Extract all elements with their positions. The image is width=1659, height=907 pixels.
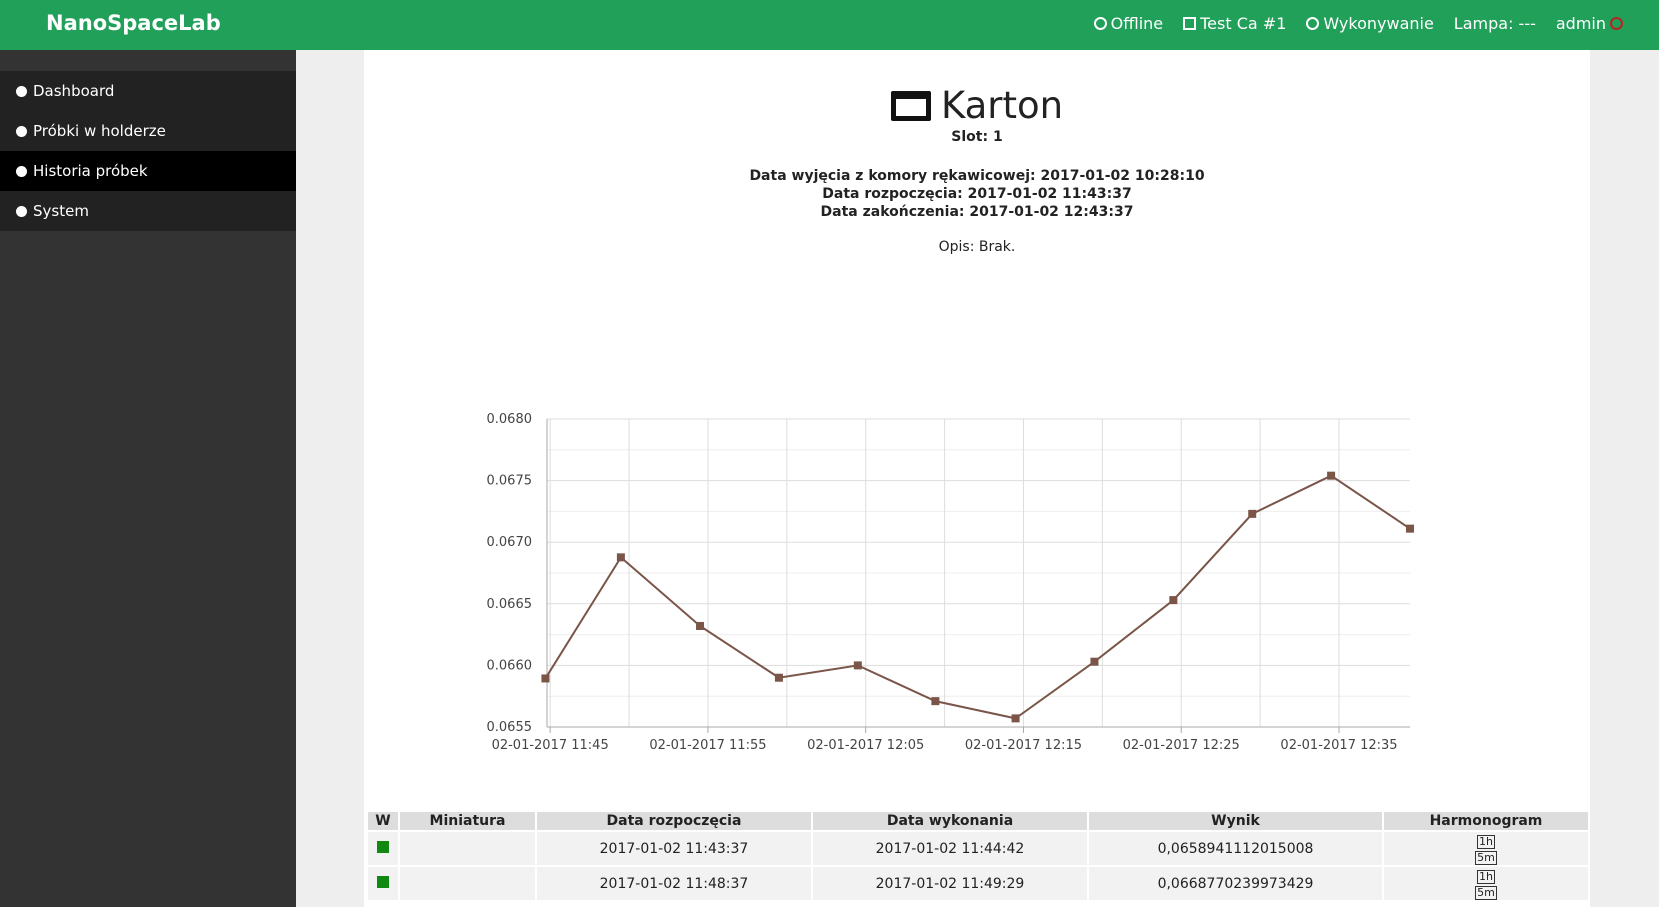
menu: Dashboard Próbki w holderze Historia próbe… xyxy=(0,71,296,231)
status-cell xyxy=(368,867,398,900)
date-line: Data rozpoczęcia: 2017-01-02 11:43:37 xyxy=(822,186,1132,202)
slot: Slot: 1 xyxy=(951,129,1003,145)
schedule-cell: 1h 5m xyxy=(1384,867,1588,900)
table-row: 2017-01-02 11:43:37 2017-01-02 11:44:42 0,… xyxy=(368,832,1588,865)
status-cell xyxy=(368,832,398,865)
y-tick-label: 0.0675 xyxy=(487,474,533,489)
column-header: Data wykonania xyxy=(813,812,1087,830)
description: Opis: Brak. xyxy=(938,239,1016,255)
nav-label: Test Ca #1 xyxy=(1200,14,1287,33)
column-header: W xyxy=(368,812,398,830)
status-indicator xyxy=(377,840,389,853)
data-point xyxy=(696,621,705,630)
schedule-cell: 1h 5m xyxy=(1384,832,1588,865)
table-cell: 2017-01-02 11:43:37 xyxy=(537,832,811,865)
menu-label: System xyxy=(33,202,89,220)
schedule-button[interactable]: 1h xyxy=(1477,869,1495,884)
data-point xyxy=(1090,657,1099,666)
results-table: W Miniatura Data rozpoczęcia Data wykonania… xyxy=(366,810,1590,902)
data-point xyxy=(853,661,862,670)
x-tick-label: 02-01-2017 12:15 xyxy=(965,738,1082,753)
table-cell: 0,0658941112015008 xyxy=(1089,832,1382,865)
table-body: 2017-01-02 11:43:37 2017-01-02 11:44:42 0,… xyxy=(368,832,1588,900)
menu-icon xyxy=(16,165,27,177)
table-row: 2017-01-02 11:48:37 2017-01-02 11:49:29 0,… xyxy=(368,867,1588,900)
nav-item[interactable]: Wykonywanie xyxy=(1306,14,1434,33)
data-point xyxy=(541,674,550,683)
data-point xyxy=(1406,524,1414,533)
chart: 0.0655 0.0660 0.0665 0.0670 0.0675 0.0680 02-0… xyxy=(487,412,1414,753)
menu-item[interactable]: Dashboard xyxy=(0,71,296,111)
x-tick-label: 02-01-2017 12:25 xyxy=(1123,738,1240,753)
table-cell: 0,0668770239973429 xyxy=(1089,867,1382,900)
x-tick-label: 02-01-2017 11:55 xyxy=(649,738,766,753)
menu-icon xyxy=(16,125,27,137)
column-header: Miniatura xyxy=(400,812,535,830)
schedule-button[interactable]: 5m xyxy=(1475,850,1497,865)
nav-label: Lampa: --- xyxy=(1453,14,1536,33)
data-point xyxy=(616,553,625,562)
column-header: Harmonogram xyxy=(1384,812,1588,830)
data-point xyxy=(931,697,940,706)
sample-title: Karton xyxy=(364,84,1590,127)
table-cell: 2017-01-02 11:49:29 xyxy=(813,867,1087,900)
nav-item[interactable]: Offline xyxy=(1093,14,1164,33)
column-header: Data rozpoczęcia xyxy=(537,812,811,830)
sample-header: Karton Slot: 1 Data wyjęcia z komory ręk… xyxy=(364,84,1590,255)
nav-item[interactable]: admin xyxy=(1556,14,1623,33)
date-line: Data wyjęcia z komory rękawicowej: 2017-… xyxy=(749,168,1205,184)
nav: Offline Test Ca #1 Wykonywanie Lampa: --… xyxy=(1093,14,1623,33)
data-point xyxy=(774,673,783,682)
thumbnail-cell xyxy=(400,832,535,865)
data-point xyxy=(1011,714,1020,723)
date-line: Data zakończenia: 2017-01-02 12:43:37 xyxy=(820,204,1134,220)
menu-item[interactable]: Próbki w holderze xyxy=(0,111,296,151)
sidebar: Dashboard Próbki w holderze Historia próbe… xyxy=(0,50,296,907)
y-tick-label: 0.0655 xyxy=(487,720,533,735)
brand[interactable]: NanoSpaceLab xyxy=(46,11,221,35)
menu-label: Historia próbek xyxy=(33,162,148,180)
menu-label: Dashboard xyxy=(33,82,115,100)
nav-item[interactable]: Test Ca #1 xyxy=(1183,14,1286,33)
data-point xyxy=(1248,509,1257,518)
menu-item[interactable]: System xyxy=(0,191,296,231)
column-header: Wynik xyxy=(1089,812,1382,830)
schedule-button[interactable]: 1h xyxy=(1477,834,1495,849)
data-line xyxy=(544,474,1411,720)
x-tick-label: 02-01-2017 12:05 xyxy=(807,738,924,753)
y-tick-label: 0.0680 xyxy=(487,412,533,427)
nav-label: Offline xyxy=(1110,14,1164,33)
table-cell: 2017-01-02 11:44:42 xyxy=(813,832,1087,865)
menu-label: Próbki w holderze xyxy=(33,122,166,140)
nav-label: Wykonywanie xyxy=(1323,14,1434,33)
content-panel: Karton Slot: 1 Data wyjęcia z komory ręk… xyxy=(364,50,1590,907)
header-row: W Miniatura Data rozpoczęcia Data wykonania… xyxy=(368,812,1588,830)
data-point xyxy=(1327,471,1336,480)
y-tick-label: 0.0660 xyxy=(487,658,533,673)
nav-label: admin xyxy=(1555,14,1606,33)
menu-icon xyxy=(16,205,27,217)
y-tick-label: 0.0665 xyxy=(487,597,533,612)
top-bar: NanoSpaceLab Offline Test Ca #1 Wykonywa… xyxy=(0,0,1659,50)
y-tick-label: 0.0670 xyxy=(487,535,533,550)
dates: Data wyjęcia z komory rękawicowej: 2017-… xyxy=(364,167,1590,221)
thumbnail-cell xyxy=(400,867,535,900)
table-cell: 2017-01-02 11:48:37 xyxy=(537,867,811,900)
nav-item[interactable]: Lampa: --- xyxy=(1454,14,1536,33)
x-tick-label: 02-01-2017 12:35 xyxy=(1280,738,1397,753)
menu-icon xyxy=(16,85,27,97)
data-point xyxy=(1169,596,1178,605)
sample-name: Karton xyxy=(940,84,1064,127)
x-tick-label: 02-01-2017 11:45 xyxy=(492,738,609,753)
status-indicator xyxy=(377,875,389,888)
schedule-button[interactable]: 5m xyxy=(1475,885,1497,900)
menu-item[interactable]: Historia próbek xyxy=(0,151,296,191)
